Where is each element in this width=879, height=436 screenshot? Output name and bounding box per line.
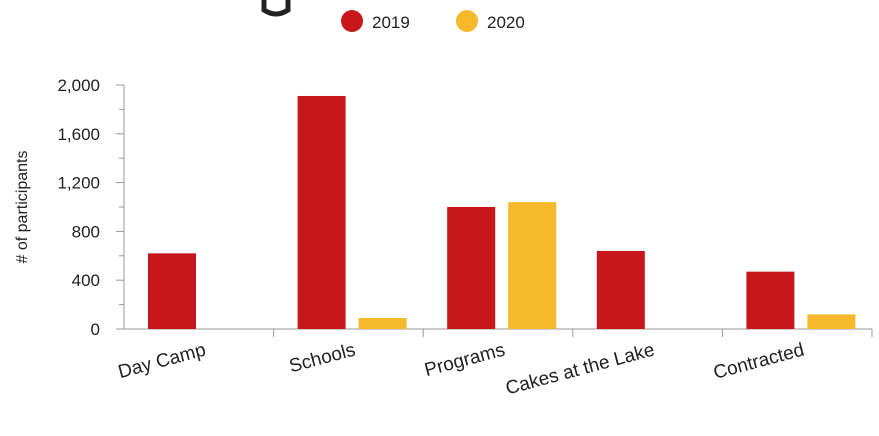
bar-2020-contracted (807, 314, 856, 329)
legend-label-2020: 2020 (487, 13, 525, 32)
legend-label-2019: 2019 (372, 13, 410, 32)
x-tick-label: Programs (422, 340, 507, 382)
bar-2019-programs (447, 207, 496, 329)
y-axis: 0 400 800 1,200 1,600 2,000 (57, 76, 125, 339)
y-tick-label: 800 (72, 222, 100, 241)
y-axis-title: # of participants (14, 151, 31, 264)
y-tick-label: 400 (72, 271, 100, 290)
bars (148, 95, 856, 329)
x-tick-label: Schools (287, 340, 358, 378)
bar-2020-schools (358, 318, 407, 329)
y-tick-label: 1,200 (57, 174, 100, 193)
legend-swatch-2019 (341, 10, 363, 32)
bar-2019-day-camp (148, 253, 196, 329)
legend-swatch-2020 (456, 10, 478, 32)
bar-2019-contracted (746, 271, 795, 329)
x-tick-label: Contracted (711, 340, 806, 384)
x-tick-label: Cakes at the Lake (504, 340, 657, 400)
x-tick-label: Day Camp (116, 340, 208, 384)
y-tick-label: 1,600 (57, 125, 100, 144)
y-tick-label: 0 (91, 320, 100, 339)
y-tick-label: 2,000 (57, 76, 100, 95)
bar-2020-programs (508, 202, 557, 329)
legend: 2019 2020 (341, 10, 525, 32)
bar-2019-cakes-at-the-lake (596, 250, 645, 329)
cropped-title-fragment (261, 0, 291, 17)
bar-2019-schools (297, 95, 346, 329)
